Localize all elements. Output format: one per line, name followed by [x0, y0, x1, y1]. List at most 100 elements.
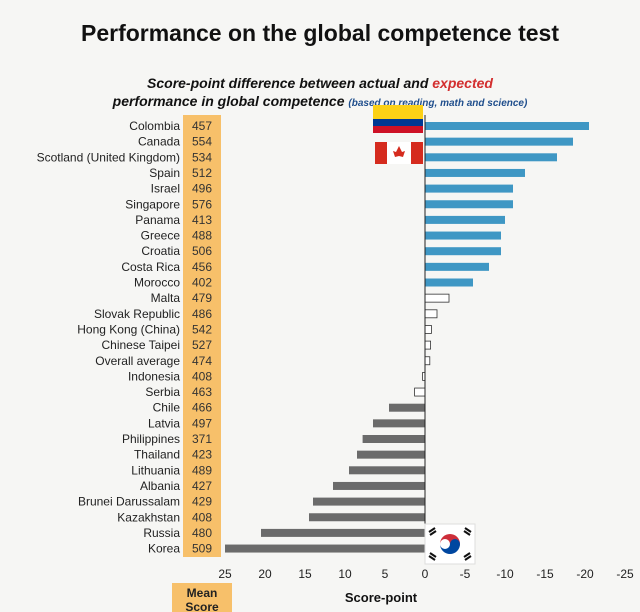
category-label: Costa Rica — [121, 260, 180, 274]
chart-subtitle: Score-point difference between actual an… — [0, 74, 640, 113]
bar-row: Indonesia 408 — [128, 369, 426, 383]
mean-score-value: 527 — [192, 338, 212, 352]
bar-row: Thailand 423 — [134, 448, 425, 462]
bar — [333, 481, 425, 490]
bar-row: Malta 479 — [151, 291, 450, 305]
category-label: Thailand — [134, 448, 180, 462]
mean-score-value: 408 — [192, 369, 212, 383]
bar — [425, 262, 489, 271]
mean-score-column — [183, 115, 221, 557]
category-label: Overall average — [95, 354, 180, 368]
category-label: Colombia — [129, 119, 180, 133]
bar — [225, 544, 425, 553]
bar-row: Israel 496 — [151, 182, 513, 196]
bar-row: Singapore 576 — [125, 197, 513, 211]
x-axis-label: Score-point — [344, 590, 418, 605]
bar — [349, 466, 425, 475]
mean-score-value: 512 — [192, 166, 212, 180]
category-label: Indonesia — [128, 369, 180, 383]
category-label: Brunei Darussalam — [78, 495, 180, 509]
mean-score-value: 427 — [192, 479, 212, 493]
bar — [424, 356, 431, 366]
bar — [425, 122, 589, 130]
bar-row: Chinese Taipei 527 — [102, 338, 431, 352]
x-axis-ticks: 25 20 15 10 5 0 -5 -10 -15 -20 -25 — [218, 567, 634, 581]
mean-score-value: 496 — [192, 182, 212, 196]
bar-row: Greece 488 — [141, 229, 501, 243]
bar — [389, 403, 425, 412]
bar — [362, 435, 425, 443]
colombia-flag-icon — [373, 105, 423, 133]
category-label: Chinese Taipei — [102, 338, 181, 352]
mean-score-value: 506 — [192, 244, 212, 258]
bar-row: Chile 466 — [153, 401, 425, 415]
category-label: Malta — [151, 291, 181, 305]
subtitle-expected: expected — [432, 75, 493, 91]
bar-row: Hong Kong (China) 542 — [77, 322, 432, 336]
category-label: Korea — [148, 542, 180, 556]
mean-score-value: 497 — [192, 416, 212, 430]
bar-row: Morocco 402 — [134, 276, 473, 290]
category-label: Albania — [140, 479, 180, 493]
bar-row: Korea 509 — [148, 542, 425, 556]
x-tick-label: 15 — [298, 567, 312, 581]
page-title: Performance on the global competence tes… — [80, 20, 559, 46]
category-label: Greece — [141, 229, 181, 243]
category-label: Slovak Republic — [94, 307, 180, 321]
mean-score-value: 480 — [192, 526, 212, 540]
bar — [425, 137, 573, 146]
canada-flag-icon — [375, 142, 423, 164]
category-label: Latvia — [148, 416, 180, 430]
korea-flag-icon — [424, 523, 476, 565]
bar-row: Philippines 371 — [122, 432, 425, 446]
bar — [424, 309, 438, 319]
category-label: Morocco — [134, 276, 180, 290]
bar — [414, 387, 426, 397]
bar — [313, 497, 425, 506]
bar — [425, 215, 505, 224]
bar-row: Colombia 457 — [129, 119, 589, 133]
bar — [261, 528, 425, 537]
bar — [425, 153, 557, 162]
mean-score-value: 456 — [192, 260, 212, 274]
x-tick-label: -5 — [460, 567, 471, 581]
category-label: Kazakhstan — [117, 510, 180, 524]
mean-score-label: Mean Score — [172, 583, 232, 612]
category-label: Serbia — [145, 385, 180, 399]
mean-score-value: 423 — [192, 448, 212, 462]
bar-row: Kazakhstan 408 — [117, 510, 425, 524]
subtitle-part-a: Score-point difference between actual an… — [147, 75, 433, 91]
mean-score-value: 463 — [192, 385, 212, 399]
bar — [425, 278, 473, 287]
x-tick-label: 0 — [422, 567, 429, 581]
mean-score-value: 474 — [192, 354, 212, 368]
bar-row: Albania 427 — [140, 479, 425, 493]
mean-score-value: 457 — [192, 119, 212, 133]
bar — [425, 200, 513, 209]
bar-row: Spain 512 — [149, 166, 525, 180]
x-tick-label: 25 — [218, 567, 232, 581]
bar — [425, 231, 501, 240]
bar — [424, 325, 432, 334]
mean-score-value: 489 — [192, 463, 212, 477]
bar-row: Panama 413 — [135, 213, 505, 227]
bar — [424, 293, 450, 303]
bar — [425, 247, 501, 256]
bar-row: Brunei Darussalam 429 — [78, 495, 425, 509]
mean-score-value: 509 — [192, 542, 212, 556]
bar-row: Overall average 474 — [95, 354, 431, 368]
bar-row: Scotland (United Kingdom) 534 — [37, 150, 557, 164]
x-tick-label: -15 — [536, 567, 554, 581]
bar-row: Canada 554 — [138, 135, 573, 149]
mean-score-value: 413 — [192, 213, 212, 227]
category-label: Lithuania — [131, 463, 180, 477]
category-label: Canada — [138, 135, 180, 149]
bar-row: Russia 480 — [143, 526, 425, 540]
bar-row: Lithuania 489 — [131, 463, 425, 477]
mean-score-value: 488 — [192, 229, 212, 243]
mean-score-value: 408 — [192, 510, 212, 524]
bar — [425, 184, 513, 193]
x-tick-label: -25 — [616, 567, 634, 581]
